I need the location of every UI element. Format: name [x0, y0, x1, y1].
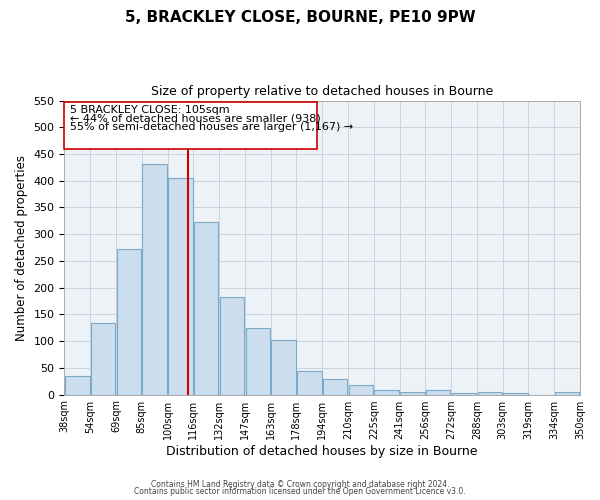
- Bar: [116, 249, 141, 394]
- Bar: [374, 390, 399, 394]
- Bar: [323, 379, 347, 394]
- Text: 5 BRACKLEY CLOSE: 105sqm: 5 BRACKLEY CLOSE: 105sqm: [70, 105, 229, 115]
- FancyBboxPatch shape: [64, 102, 317, 148]
- Text: Contains HM Land Registry data © Crown copyright and database right 2024.: Contains HM Land Registry data © Crown c…: [151, 480, 449, 489]
- Bar: [65, 376, 89, 394]
- Text: 55% of semi-detached houses are larger (1,167) →: 55% of semi-detached houses are larger (…: [70, 122, 353, 132]
- Bar: [91, 324, 115, 394]
- Bar: [349, 386, 373, 394]
- Text: ← 44% of detached houses are smaller (938): ← 44% of detached houses are smaller (93…: [70, 114, 320, 124]
- Text: 5, BRACKLEY CLOSE, BOURNE, PE10 9PW: 5, BRACKLEY CLOSE, BOURNE, PE10 9PW: [125, 10, 475, 25]
- Bar: [478, 392, 502, 394]
- Bar: [271, 340, 296, 394]
- X-axis label: Distribution of detached houses by size in Bourne: Distribution of detached houses by size …: [166, 444, 478, 458]
- Bar: [400, 392, 425, 394]
- Bar: [452, 393, 476, 394]
- Bar: [142, 164, 167, 394]
- Bar: [168, 178, 193, 394]
- Bar: [555, 392, 580, 394]
- Bar: [297, 370, 322, 394]
- Bar: [245, 328, 270, 394]
- Bar: [194, 222, 218, 394]
- Y-axis label: Number of detached properties: Number of detached properties: [15, 154, 28, 340]
- Bar: [503, 393, 528, 394]
- Title: Size of property relative to detached houses in Bourne: Size of property relative to detached ho…: [151, 85, 493, 98]
- Bar: [426, 390, 451, 394]
- Bar: [220, 297, 244, 394]
- Text: Contains public sector information licensed under the Open Government Licence v3: Contains public sector information licen…: [134, 487, 466, 496]
